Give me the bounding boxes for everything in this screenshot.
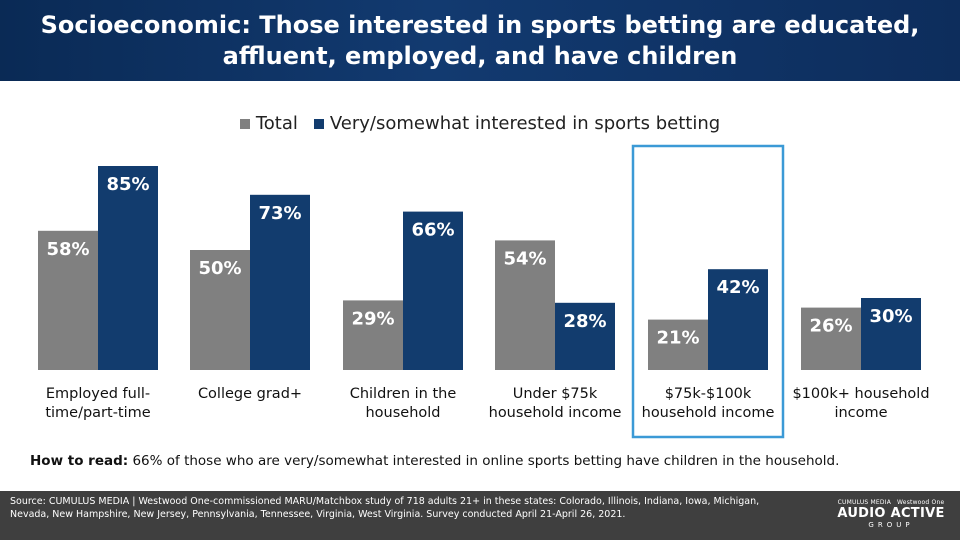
header-banner: Socioeconomic: Those interested in sport… <box>0 0 960 81</box>
legend-swatch-total <box>239 118 250 129</box>
category-label-3: Under $75k household income <box>489 386 622 421</box>
logo-brand-right: Westwood One <box>897 499 945 506</box>
data-label-total-5: 26% <box>809 316 852 337</box>
bar-total-2 <box>343 300 403 370</box>
how-to-read-label: How to read: <box>30 453 129 469</box>
data-label-interested-5: 30% <box>869 306 912 327</box>
legend-item-total: Total <box>239 113 298 134</box>
data-label-total-2: 29% <box>351 308 394 329</box>
bar-total-4 <box>648 319 708 370</box>
data-label-interested-4: 42% <box>716 277 759 298</box>
bar-interested-2 <box>403 211 463 370</box>
bar-total-0 <box>38 230 98 370</box>
bar-interested-4 <box>708 269 768 370</box>
data-label-total-3: 54% <box>503 248 546 269</box>
category-label-0: Employed full-time/part-time <box>45 386 150 421</box>
bar-interested-1 <box>250 194 310 370</box>
audio-active-group-logo: CUMULUS MEDIA Westwood One AUDIO ACTIVE … <box>836 499 946 529</box>
category-label-5: $100k+ household income <box>792 386 929 421</box>
data-label-total-1: 50% <box>198 258 241 279</box>
data-label-interested-2: 66% <box>411 220 454 241</box>
data-label-interested-1: 73% <box>258 203 301 224</box>
legend-swatch-interested <box>313 118 324 129</box>
bar-interested-0 <box>98 166 158 370</box>
logo-sub-text: GROUP <box>868 521 914 529</box>
chart-legend: Total Very/somewhat interested in sports… <box>0 113 960 134</box>
how-to-read-note: How to read: 66% of those who are very/s… <box>30 453 950 469</box>
category-label-4: $75k-$100k household income <box>642 386 775 421</box>
bar-total-3 <box>495 240 555 370</box>
data-label-total-4: 21% <box>656 328 699 349</box>
source-note: Source: CUMULUS MEDIA | Westwood One-com… <box>10 496 760 520</box>
highlight-box <box>631 144 785 439</box>
bar-total-1 <box>190 250 250 370</box>
legend-label-interested: Very/somewhat interested in sports betti… <box>329 113 721 134</box>
bar-interested-3 <box>555 302 615 370</box>
bar-total-5 <box>801 307 861 370</box>
page-title: Socioeconomic: Those interested in sport… <box>40 10 920 70</box>
legend-item-interested: Very/somewhat interested in sports betti… <box>313 113 721 134</box>
footer: Source: CUMULUS MEDIA | Westwood One-com… <box>0 491 960 540</box>
bar-chart: 58% 50% 29% 54% 21% 26% 85% 73% 66% 28% 42% 30% Empl… <box>38 144 930 439</box>
bar-interested-5 <box>861 298 921 370</box>
category-label-1: College grad+ <box>198 386 302 402</box>
data-label-interested-3: 28% <box>563 311 606 332</box>
category-label-2: Children in the household <box>350 386 457 421</box>
logo-main-text: AUDIO ACTIVE <box>837 506 945 521</box>
how-to-read-text: 66% of those who are very/somewhat inter… <box>128 453 840 469</box>
legend-label-total: Total <box>255 113 298 134</box>
logo-brand-left: CUMULUS MEDIA <box>837 499 892 506</box>
data-label-total-0: 58% <box>46 239 89 260</box>
data-label-interested-0: 85% <box>106 174 149 195</box>
logo-brands: CUMULUS MEDIA Westwood One <box>836 499 946 506</box>
